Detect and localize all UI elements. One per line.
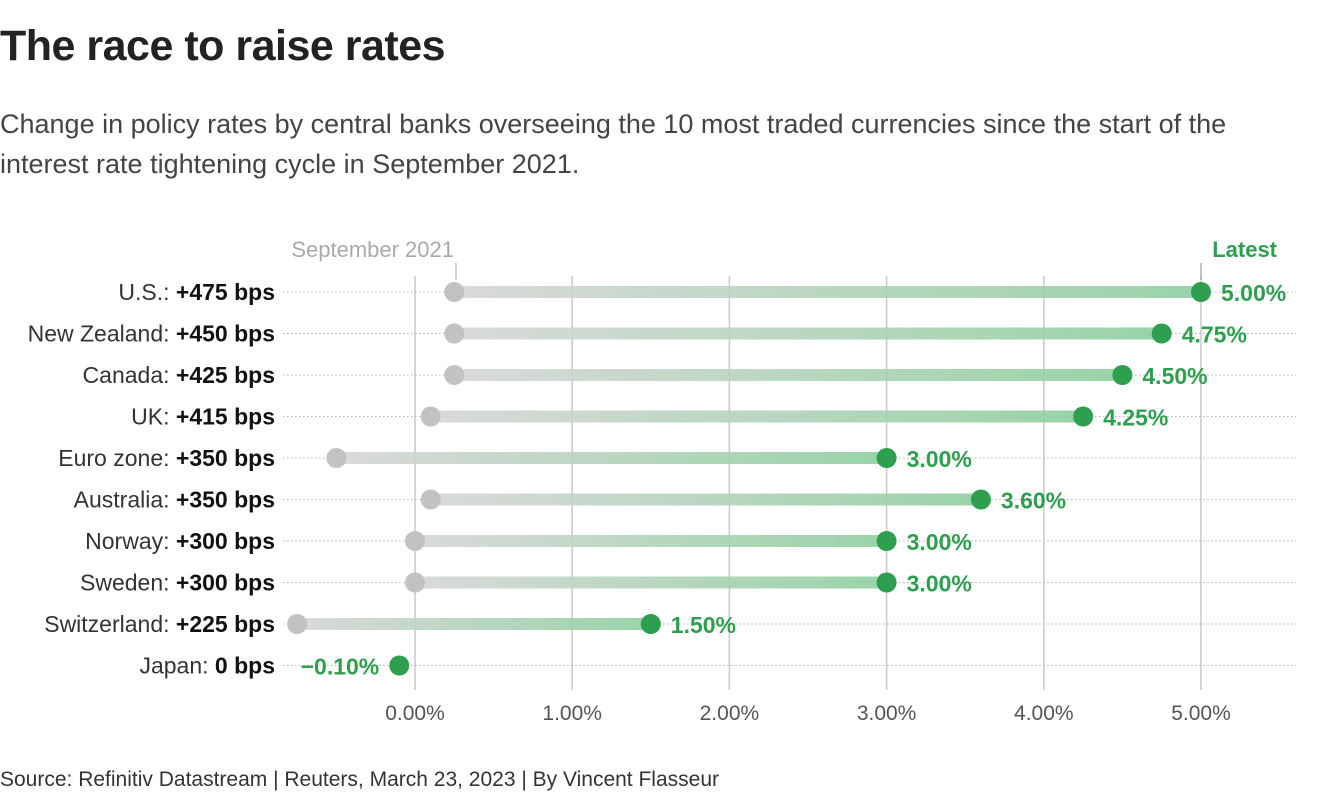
bps-change: +350 bps bbox=[176, 445, 275, 471]
latest-dot bbox=[640, 614, 661, 634]
country-name: U.S.: bbox=[118, 279, 176, 305]
row-canada: Canada: +425 bps 4.50% bbox=[83, 362, 1296, 389]
chart-title: The race to raise rates bbox=[0, 22, 446, 70]
row-sweden: Sweden: +300 bps 3.00% bbox=[80, 570, 1296, 597]
latest-value-label: 4.50% bbox=[1142, 363, 1207, 389]
tick-label: 3.00% bbox=[857, 702, 917, 725]
country-name: Switzerland: bbox=[44, 611, 176, 637]
row-eurozone: Euro zone: +350 bps 3.00% bbox=[58, 445, 1296, 472]
row-japan: Japan: 0 bps −0.10% bbox=[139, 653, 1296, 680]
change-bar bbox=[454, 286, 1201, 298]
bps-change: +450 bps bbox=[176, 321, 275, 347]
chart-subtitle: Change in policy rates by central banks … bbox=[0, 109, 1227, 179]
start-dot bbox=[287, 614, 308, 634]
country-name: Canada: bbox=[83, 362, 176, 388]
change-bar bbox=[415, 576, 887, 589]
row-label: Japan: 0 bps bbox=[139, 653, 275, 679]
source-note: Source: Refinitiv Datastream | Reuters, … bbox=[0, 768, 720, 791]
latest-dot bbox=[970, 489, 991, 510]
change-bar bbox=[454, 369, 1123, 381]
latest-value-label: −0.10% bbox=[301, 654, 380, 680]
bps-change: +300 bps bbox=[176, 570, 275, 596]
change-bar bbox=[430, 410, 1084, 423]
row-label: UK: +415 bps bbox=[131, 404, 275, 430]
latest-dot bbox=[1151, 323, 1172, 344]
bps-change: +300 bps bbox=[176, 528, 275, 554]
latest-value-label: 1.50% bbox=[671, 612, 736, 638]
change-bar bbox=[454, 327, 1162, 340]
start-dot bbox=[444, 323, 465, 344]
tick-label: 5.00% bbox=[1171, 702, 1231, 725]
country-name: Norway: bbox=[85, 528, 176, 554]
row-label: New Zealand: +450 bps bbox=[28, 321, 275, 347]
start-dot bbox=[420, 406, 441, 427]
bps-change: 0 bps bbox=[215, 653, 275, 679]
tick-label: 1.00% bbox=[542, 702, 602, 725]
row-label: Switzerland: +225 bps bbox=[44, 611, 275, 637]
tick-label: 2.00% bbox=[700, 702, 760, 725]
bps-change: +350 bps bbox=[176, 487, 275, 513]
latest-value-label: 5.00% bbox=[1221, 280, 1286, 306]
latest-dot bbox=[1073, 406, 1094, 427]
bps-change: +415 bps bbox=[176, 404, 275, 430]
change-bar bbox=[430, 493, 981, 506]
latest-dot bbox=[1112, 365, 1133, 385]
row-uk: UK: +415 bps 4.25% bbox=[131, 404, 1296, 431]
row-norway: Norway: +300 bps 3.00% bbox=[85, 528, 1296, 555]
latest-dot bbox=[389, 655, 410, 676]
bps-change: +225 bps bbox=[176, 611, 275, 637]
tick-label: 0.00% bbox=[385, 702, 445, 725]
change-bar bbox=[415, 535, 887, 547]
country-name: UK: bbox=[131, 404, 176, 430]
row-newzealand: New Zealand: +450 bps 4.75% bbox=[28, 321, 1296, 348]
row-label: Euro zone: +350 bps bbox=[58, 445, 275, 471]
latest-value-label: 3.60% bbox=[1001, 488, 1066, 514]
start-dot bbox=[405, 531, 425, 551]
country-name: Australia: bbox=[74, 487, 176, 513]
country-name: Japan: bbox=[139, 653, 214, 679]
start-dot bbox=[405, 572, 425, 593]
latest-value-label: 3.00% bbox=[907, 529, 972, 555]
latest-dot bbox=[876, 531, 897, 551]
latest-value-label: 3.00% bbox=[907, 571, 972, 597]
start-dot bbox=[444, 282, 465, 302]
change-bar bbox=[336, 452, 887, 464]
start-dot bbox=[420, 489, 441, 510]
change-bar bbox=[297, 618, 651, 630]
row-label: Norway: +300 bps bbox=[85, 528, 275, 554]
latest-dot bbox=[1191, 282, 1211, 302]
row-us: U.S.: +475 bps 5.00% bbox=[118, 279, 1296, 306]
tick-label: 4.00% bbox=[1014, 702, 1074, 725]
country-name: New Zealand: bbox=[28, 321, 176, 347]
country-name: Sweden: bbox=[80, 570, 176, 596]
row-australia: Australia: +350 bps 3.60% bbox=[74, 487, 1296, 514]
row-label: Australia: +350 bps bbox=[74, 487, 275, 513]
country-name: Euro zone: bbox=[58, 445, 176, 471]
latest-dot bbox=[876, 448, 897, 468]
row-label: U.S.: +475 bps bbox=[118, 279, 275, 305]
latest-value-label: 4.75% bbox=[1182, 322, 1247, 348]
latest-value-label: 3.00% bbox=[907, 446, 972, 472]
start-dot bbox=[326, 448, 347, 468]
row-label: Sweden: +300 bps bbox=[80, 570, 275, 596]
start-dot bbox=[444, 365, 465, 385]
latest-value-label: 4.25% bbox=[1103, 405, 1168, 431]
latest-dot bbox=[876, 572, 897, 593]
row-switzerland: Switzerland: +225 bps 1.50% bbox=[44, 611, 1296, 638]
bps-change: +475 bps bbox=[176, 279, 275, 305]
row-label: Canada: +425 bps bbox=[83, 362, 275, 388]
start-label: September 2021 bbox=[291, 237, 454, 262]
bps-change: +425 bps bbox=[176, 362, 275, 388]
latest-label: Latest bbox=[1212, 237, 1277, 262]
